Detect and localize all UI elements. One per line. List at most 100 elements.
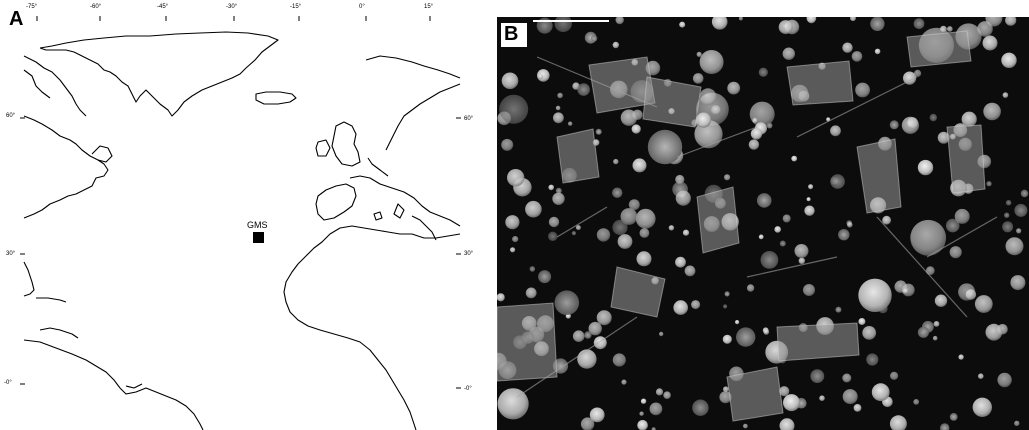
particle <box>612 187 623 198</box>
particle <box>779 386 790 397</box>
particle <box>651 427 656 430</box>
particle <box>746 284 755 292</box>
particle <box>806 17 817 24</box>
particle <box>548 184 554 191</box>
particle <box>835 306 842 313</box>
lon-tick-label: -30° <box>226 4 238 10</box>
map-panel: -75° -60° -45° -30° -15° 0° 15° 60° 30° … <box>0 0 480 430</box>
particle <box>750 128 763 140</box>
particle <box>577 83 590 96</box>
particle <box>1001 52 1017 68</box>
particle <box>934 294 948 307</box>
particle <box>1002 221 1014 233</box>
micrograph-image <box>497 17 1029 430</box>
particle <box>501 138 514 151</box>
particle <box>655 388 664 396</box>
particle <box>977 21 993 37</box>
particle <box>1020 189 1029 198</box>
particle <box>853 404 862 412</box>
particle <box>659 331 664 337</box>
particle <box>1005 199 1012 206</box>
particle <box>949 413 958 421</box>
particle <box>711 105 721 115</box>
particle <box>808 184 814 190</box>
particle <box>982 35 998 51</box>
particle <box>778 20 793 35</box>
particle <box>842 42 853 53</box>
particle <box>830 125 841 137</box>
panel-label: A <box>9 8 24 30</box>
particle <box>554 290 580 316</box>
particle <box>903 71 917 85</box>
lon-tick-label: -45° <box>157 4 169 10</box>
particle <box>870 17 885 31</box>
particle <box>760 251 779 269</box>
particle <box>986 181 992 187</box>
particle <box>649 402 663 416</box>
lat-tick-label: -0° <box>464 386 472 392</box>
particle <box>612 219 628 235</box>
particle <box>691 300 701 310</box>
particle <box>628 199 640 211</box>
particle <box>497 388 529 420</box>
particle <box>851 51 863 62</box>
particle <box>538 270 552 284</box>
particle <box>548 231 558 241</box>
particle <box>779 240 786 247</box>
lat-tick-label: 30° <box>6 251 16 257</box>
lon-tick-label: -15° <box>290 4 302 10</box>
particle <box>858 318 866 325</box>
scale-bar <box>533 20 609 22</box>
particle <box>719 391 732 404</box>
particle <box>588 321 602 336</box>
particle <box>632 158 647 173</box>
particle <box>613 158 619 165</box>
particle <box>497 293 505 302</box>
lat-tick-label: 30° <box>464 251 474 257</box>
site-label: GMS <box>247 220 268 230</box>
particle <box>910 219 947 256</box>
particle <box>858 278 892 312</box>
particle <box>589 407 605 423</box>
particle <box>620 109 638 126</box>
particle <box>925 266 935 276</box>
coastlines <box>23 31 461 430</box>
particle <box>505 215 520 230</box>
particle <box>855 82 870 98</box>
particle <box>810 369 825 383</box>
particle <box>596 310 612 326</box>
particle <box>889 120 899 130</box>
particle <box>901 116 919 134</box>
particle <box>838 229 850 241</box>
particle <box>978 373 984 380</box>
particle <box>512 236 519 243</box>
particle <box>695 112 712 128</box>
particle <box>794 244 809 258</box>
particle <box>766 122 773 129</box>
particle <box>756 193 772 208</box>
particle <box>913 18 925 29</box>
particle <box>804 205 815 216</box>
particle <box>675 174 685 185</box>
particle <box>940 423 950 430</box>
panel-label-bg <box>6 8 32 32</box>
particle <box>548 216 560 228</box>
particle <box>577 349 597 369</box>
panel-label-bg <box>501 23 527 47</box>
particle <box>525 287 537 299</box>
particle <box>752 117 758 124</box>
particle <box>596 228 611 242</box>
lat-tick-label: 60° <box>464 116 474 122</box>
particle <box>663 391 671 400</box>
particle <box>972 397 992 417</box>
particle <box>983 102 1001 121</box>
particle <box>874 48 881 55</box>
particle <box>997 372 1012 388</box>
particle <box>917 159 934 176</box>
particle <box>803 284 815 296</box>
particle <box>621 379 627 385</box>
lat-tick-label: 60° <box>6 113 16 119</box>
particle <box>798 257 805 264</box>
particle <box>615 17 624 25</box>
particle <box>620 208 638 225</box>
